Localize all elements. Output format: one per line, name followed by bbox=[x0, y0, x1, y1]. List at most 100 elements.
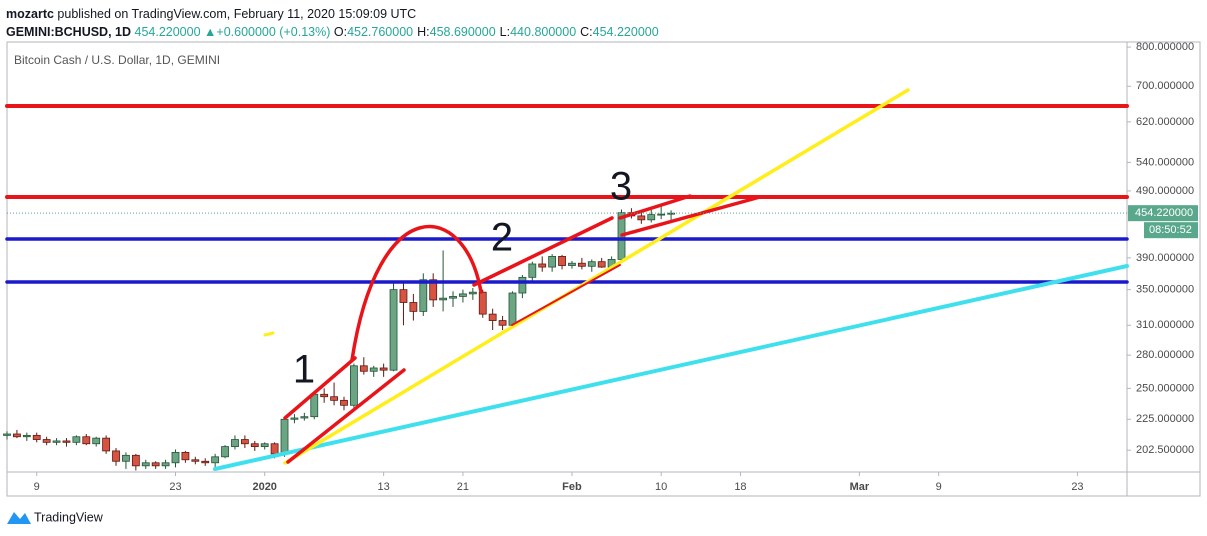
price: 454.220000 bbox=[134, 25, 201, 39]
candle-body bbox=[161, 462, 170, 467]
candle-body bbox=[657, 213, 666, 216]
candle-body bbox=[13, 433, 21, 438]
annotation: 1 bbox=[293, 348, 315, 392]
candle-body bbox=[350, 365, 358, 406]
candle-body bbox=[122, 454, 130, 462]
candle-body bbox=[409, 302, 418, 312]
ohlc: O:452.760000 H:458.690000 L:440.800000 C:45… bbox=[334, 25, 663, 39]
candle-body bbox=[151, 462, 160, 467]
y-tick-label: 280.000000 bbox=[1136, 349, 1194, 361]
candle-body bbox=[191, 459, 200, 462]
channel-line bbox=[511, 264, 621, 326]
candle-body bbox=[399, 289, 408, 303]
chart-title: Bitcoin Cash / U.S. Dollar, 1D, GEMINI bbox=[14, 53, 220, 67]
publisher: mozartc bbox=[6, 7, 54, 21]
candle-body bbox=[231, 439, 239, 447]
countdown-box bbox=[1144, 222, 1198, 239]
overlay: 454.220000 08:50:52 1 2 3 bbox=[7, 165, 1198, 392]
logo-icon bbox=[7, 512, 31, 524]
y-tick-label: 540.000000 bbox=[1136, 156, 1194, 168]
candle-body bbox=[171, 451, 180, 464]
countdown: 08:50:52 bbox=[1149, 224, 1192, 236]
x-tick-label: 18 bbox=[734, 481, 746, 493]
candle-body bbox=[587, 261, 596, 267]
arc bbox=[350, 224, 483, 362]
publish-line: mozartc published on TradingView.com, Fe… bbox=[6, 5, 663, 23]
ohlc-value: 440.800000 bbox=[510, 25, 577, 39]
ohlc-value: 452.760000 bbox=[347, 25, 414, 39]
candle-body bbox=[32, 434, 41, 440]
candle-body bbox=[429, 279, 438, 301]
annotation: 3 bbox=[610, 165, 632, 209]
x-tick-label: Feb bbox=[562, 481, 582, 493]
x-tick-label: 2020 bbox=[252, 481, 276, 493]
candle-body bbox=[82, 436, 91, 445]
y-tick-label: 620.000000 bbox=[1136, 116, 1194, 128]
candle-body bbox=[181, 451, 190, 461]
ohlc-value: 454.220000 bbox=[592, 25, 659, 39]
y-tick-label: 490.000000 bbox=[1136, 185, 1194, 197]
y-tick-label: 700.000000 bbox=[1136, 80, 1194, 92]
channel-line bbox=[472, 216, 614, 287]
candle-body bbox=[330, 396, 338, 401]
candle-body bbox=[538, 263, 547, 268]
candle-body bbox=[637, 215, 646, 221]
candle-body bbox=[518, 276, 527, 294]
candle-body bbox=[62, 440, 71, 443]
candle-body bbox=[42, 439, 51, 443]
candle-body bbox=[72, 436, 81, 443]
y-tick-label: 800.000000 bbox=[1136, 41, 1194, 53]
candle-body bbox=[379, 367, 388, 371]
y-tick-label: 202.500000 bbox=[1136, 444, 1194, 456]
symbol: GEMINI:BCHUSD, 1D bbox=[6, 25, 132, 39]
y-tick-label: 225.000000 bbox=[1136, 413, 1194, 425]
candle-body bbox=[102, 437, 111, 452]
last-price-label: 454.220000 bbox=[1135, 207, 1193, 219]
ohlc-key: O: bbox=[333, 25, 348, 39]
mark bbox=[263, 331, 275, 337]
change: ▲+0.600000 (+0.13%) bbox=[204, 25, 331, 39]
candle-body bbox=[558, 255, 566, 266]
candle-body bbox=[568, 262, 576, 266]
trend-line bbox=[213, 264, 1129, 471]
candle-body bbox=[290, 417, 299, 420]
published: published on TradingView.com, February 1… bbox=[57, 7, 417, 21]
y-tick-label: 250.000000 bbox=[1136, 382, 1194, 394]
candle-body bbox=[508, 292, 517, 326]
candle-body bbox=[369, 367, 378, 372]
annotation: 2 bbox=[491, 216, 513, 260]
candle-body bbox=[468, 291, 477, 295]
ohlc-key: C: bbox=[580, 25, 593, 39]
header: mozartc published on TradingView.com, Fe… bbox=[6, 5, 663, 41]
pennant-line bbox=[618, 194, 692, 220]
symbol-line: GEMINI:BCHUSD, 1D 454.220000 ▲+0.600000 … bbox=[6, 23, 663, 41]
candle-body bbox=[389, 289, 398, 371]
x-tick-label: 21 bbox=[457, 481, 469, 493]
plot bbox=[3, 205, 675, 471]
candle-body bbox=[478, 291, 487, 315]
logo: TradingView bbox=[7, 510, 104, 524]
candle-body bbox=[548, 255, 557, 268]
drawings bbox=[5, 88, 1129, 471]
candle-body bbox=[498, 320, 507, 326]
y-tick-label: 390.000000 bbox=[1136, 252, 1194, 264]
candle-body bbox=[310, 393, 319, 418]
x-tick-label: 23 bbox=[169, 481, 181, 493]
candle-body bbox=[131, 454, 140, 467]
candle-body bbox=[340, 399, 348, 406]
chart-frame bbox=[6, 41, 1201, 497]
candle-body bbox=[141, 462, 150, 467]
candle-body bbox=[439, 297, 448, 301]
ohlc-key: L: bbox=[499, 25, 511, 39]
candle-body bbox=[300, 416, 309, 419]
candle-body bbox=[92, 437, 101, 445]
pennant-line bbox=[620, 195, 762, 237]
trend-line bbox=[283, 88, 910, 465]
x-tick-label: 9 bbox=[34, 481, 40, 493]
candle-body bbox=[577, 262, 586, 267]
candle-body bbox=[449, 296, 457, 299]
candle-body bbox=[270, 443, 279, 455]
candle-body bbox=[488, 313, 497, 321]
